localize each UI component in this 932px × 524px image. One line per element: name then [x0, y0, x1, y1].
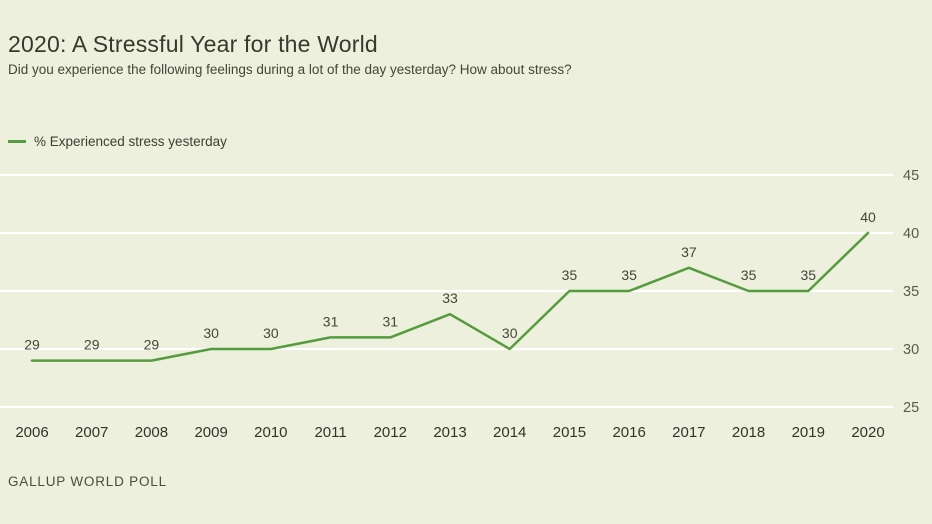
x-axis-label: 2012 — [374, 424, 407, 441]
data-point-label: 30 — [502, 325, 518, 341]
x-axis-label: 2016 — [612, 424, 645, 441]
x-axis-label: 2018 — [732, 424, 765, 441]
y-axis-label: 45 — [903, 168, 919, 184]
x-axis-label: 2007 — [75, 424, 108, 441]
x-axis-label: 2009 — [194, 424, 227, 441]
series-line — [30, 231, 870, 362]
chart-subtitle: Did you experience the following feeling… — [8, 62, 572, 77]
page-title: 2020: A Stressful Year for the World — [8, 31, 378, 58]
x-axis-label: 2008 — [135, 424, 168, 441]
x-axis-label: 2015 — [553, 424, 586, 441]
data-point-label: 40 — [860, 209, 876, 225]
chart-canvas: 25 30 35 40 45 2006 2007 2008 2009 2010 2011 2012 20… — [0, 168, 919, 441]
legend-line-icon — [8, 140, 26, 143]
data-point-label: 37 — [681, 244, 697, 260]
chart-legend: % Experienced stress yesterday — [8, 134, 227, 149]
data-point-label: 29 — [84, 337, 100, 353]
data-point-label: 35 — [621, 267, 637, 283]
data-point-label: 30 — [263, 325, 279, 341]
y-axis-label: 40 — [903, 226, 919, 242]
data-point-label: 33 — [442, 290, 458, 306]
x-axis-label: 2011 — [314, 424, 346, 441]
y-axis-label: 25 — [903, 400, 919, 416]
x-axis-label: 2014 — [493, 424, 526, 441]
source-credit: GALLUP WORLD POLL — [8, 474, 167, 489]
x-axis-label: 2010 — [254, 424, 287, 441]
x-axis-label: 2019 — [792, 424, 825, 441]
data-point-label: 35 — [800, 267, 816, 283]
data-point-label: 29 — [144, 337, 160, 353]
x-axis-label: 2020 — [851, 424, 884, 441]
data-point-label: 29 — [24, 337, 40, 353]
data-point-label: 31 — [382, 313, 398, 329]
x-axis-label: 2017 — [672, 424, 705, 441]
data-point-label: 35 — [741, 267, 757, 283]
legend-label: % Experienced stress yesterday — [34, 134, 227, 149]
line-chart: 25 30 35 40 45 2006 2007 2008 2009 2010 2011 2012 20… — [0, 150, 932, 460]
y-axis-label: 35 — [903, 284, 919, 300]
x-axis-label: 2006 — [15, 424, 48, 441]
y-axis-label: 30 — [903, 342, 919, 358]
x-axis-label: 2013 — [433, 424, 466, 441]
data-point-label: 35 — [562, 267, 578, 283]
data-point-label: 30 — [203, 325, 219, 341]
data-point-label: 31 — [323, 313, 339, 329]
